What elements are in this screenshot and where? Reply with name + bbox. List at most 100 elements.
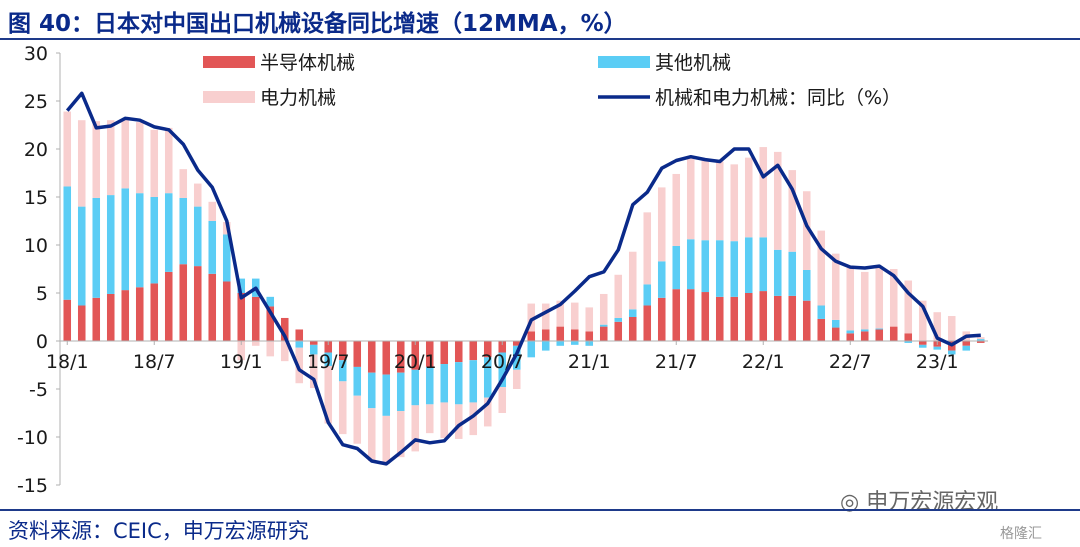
y-tick-label: -5 — [29, 379, 48, 401]
bar-semi — [512, 341, 521, 346]
bar-power — [440, 402, 449, 438]
bar-other — [831, 319, 840, 328]
bar-power — [469, 402, 478, 436]
bar-other — [382, 374, 391, 416]
bar-power — [686, 156, 695, 240]
bar-other — [208, 221, 217, 274]
bar-power — [483, 397, 492, 427]
bar-power — [904, 280, 913, 334]
bar-power — [570, 302, 579, 330]
bar-semi — [962, 341, 971, 346]
bar-other — [92, 197, 101, 298]
bar-other — [425, 366, 434, 405]
bar-power — [599, 293, 608, 325]
bar-other — [556, 341, 565, 346]
bar-power — [309, 354, 318, 389]
bar-semi — [382, 341, 391, 375]
watermark-text: 申万宏源宏观 — [866, 490, 999, 515]
bar-power — [527, 303, 536, 332]
bar-other — [266, 296, 275, 307]
legend-label: 其他机械 — [655, 52, 731, 74]
bar-other — [846, 330, 855, 334]
bar-other — [701, 240, 710, 293]
line-layer — [65, 91, 981, 466]
bar-other — [962, 345, 971, 351]
bar-semi — [846, 333, 855, 341]
y-tick-label: 20 — [24, 139, 48, 161]
bar-semi — [425, 341, 434, 367]
bar-power — [556, 300, 565, 327]
x-tick-label: 18/1 — [46, 351, 89, 373]
bar-other — [686, 239, 695, 290]
bar-power — [817, 230, 826, 306]
x-tick-label: 19/1 — [220, 351, 263, 373]
bar-power — [643, 212, 652, 285]
bar-other — [527, 341, 536, 358]
bar-other — [164, 193, 173, 272]
bar-power — [106, 120, 115, 196]
bar-other — [541, 341, 550, 351]
bar-other — [179, 197, 188, 265]
y-tick-label: 15 — [24, 187, 48, 209]
chart: 30 25 20 15 10 5 0 -5 -10 -15 18/1 18/7 19/1 19/7 20/1… — [17, 43, 988, 497]
legend-swatch — [203, 91, 255, 103]
bar-power — [715, 161, 724, 241]
bar-power — [324, 365, 333, 424]
legend-label: 机械和电力机械：同比（%） — [655, 87, 901, 109]
bar-power — [831, 253, 840, 320]
bar-semi — [63, 299, 72, 341]
bar-power — [628, 251, 637, 310]
bar-power — [251, 341, 260, 346]
bar-semi — [585, 331, 594, 341]
bar-other — [947, 350, 956, 355]
legend-swatch — [598, 56, 650, 68]
bar-power — [179, 169, 188, 198]
bar-semi — [193, 266, 202, 341]
bar-semi — [875, 329, 884, 341]
bar-semi — [614, 321, 623, 341]
bar-semi — [976, 341, 985, 343]
bar-other — [918, 344, 927, 348]
bar-semi — [831, 327, 840, 341]
bar-other — [976, 339, 985, 341]
bar-other — [353, 366, 362, 396]
bar-other — [933, 346, 942, 350]
y-tick-label: 25 — [24, 91, 48, 113]
bar-power — [672, 173, 681, 246]
bar-power — [802, 191, 811, 270]
bar-other — [193, 206, 202, 267]
bar-power — [280, 341, 289, 362]
bar-semi — [701, 292, 710, 341]
y-tick-label: 5 — [36, 283, 48, 305]
bottom-rule — [0, 509, 1080, 511]
bar-power — [396, 411, 405, 458]
x-tick-label: 21/1 — [568, 351, 611, 373]
bar-other — [469, 360, 478, 403]
bar-semi — [860, 331, 869, 341]
bar-semi — [817, 318, 826, 341]
bar-power — [773, 151, 782, 250]
x-tick-label: 19/7 — [307, 351, 350, 373]
bar-semi — [179, 264, 188, 341]
bar-power — [425, 404, 434, 434]
bar-other — [338, 360, 347, 382]
y-tick-label: 10 — [24, 235, 48, 257]
bar-semi — [657, 297, 666, 341]
bar-power — [454, 404, 463, 439]
bar-semi — [527, 331, 536, 341]
bar-semi — [643, 305, 652, 341]
bar-semi — [599, 326, 608, 341]
bar-power — [759, 147, 768, 238]
bar-other — [672, 245, 681, 290]
bar-other — [570, 341, 579, 345]
bar-power — [367, 408, 376, 461]
bar-other — [121, 188, 130, 291]
bar-power — [657, 187, 666, 262]
bar-other — [730, 241, 739, 297]
wechat-icon: ◎ — [840, 490, 867, 515]
bar-semi — [556, 326, 565, 341]
y-tick-label: 0 — [36, 331, 48, 353]
bar-power — [860, 271, 869, 330]
bar-power — [63, 111, 72, 187]
bar-semi — [77, 305, 86, 341]
